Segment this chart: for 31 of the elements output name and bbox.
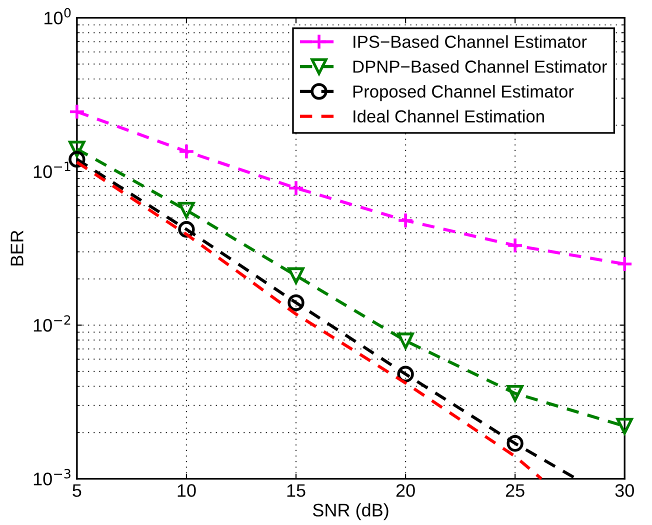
- y-tick-label: 10$^{−1}$: [34, 162, 70, 178]
- x-axis-title: SNR (dB): [312, 503, 388, 520]
- y-axis-title: BER: [10, 230, 24, 266]
- y-tick-label: 10$^{−3}$: [34, 468, 70, 486]
- point: [397, 332, 414, 350]
- point: [178, 221, 195, 238]
- y-tick-label: 10$^{0}$: [44, 8, 71, 24]
- point: [506, 237, 524, 254]
- point: [178, 202, 195, 219]
- point: [506, 435, 524, 452]
- point: [68, 103, 86, 120]
- point: [68, 151, 86, 168]
- point: [506, 384, 524, 402]
- point: [616, 256, 633, 272]
- x-tick-label: 5: [72, 484, 82, 497]
- point: [616, 418, 633, 435]
- x-tick-label: 10: [178, 484, 196, 497]
- x-tick-label: 15: [287, 484, 306, 497]
- y-tick-label: 10$^{−2}$: [34, 315, 70, 332]
- point: [288, 180, 304, 196]
- legend-label: DPNP−Based Channel Estimator: [353, 60, 607, 73]
- x-tick-label: 20: [396, 484, 415, 497]
- point: [288, 267, 304, 284]
- legend-label: IPS−Based Channel Estimator: [354, 35, 587, 48]
- point: [178, 143, 195, 160]
- legend-label: Proposed Channel Estimator: [353, 84, 574, 102]
- x-tick-label: 25: [506, 484, 524, 497]
- x-tick-label: 30: [615, 484, 634, 497]
- legend-label: Ideal Channel Estimation: [354, 110, 544, 123]
- point: [288, 294, 304, 312]
- point: [397, 212, 414, 229]
